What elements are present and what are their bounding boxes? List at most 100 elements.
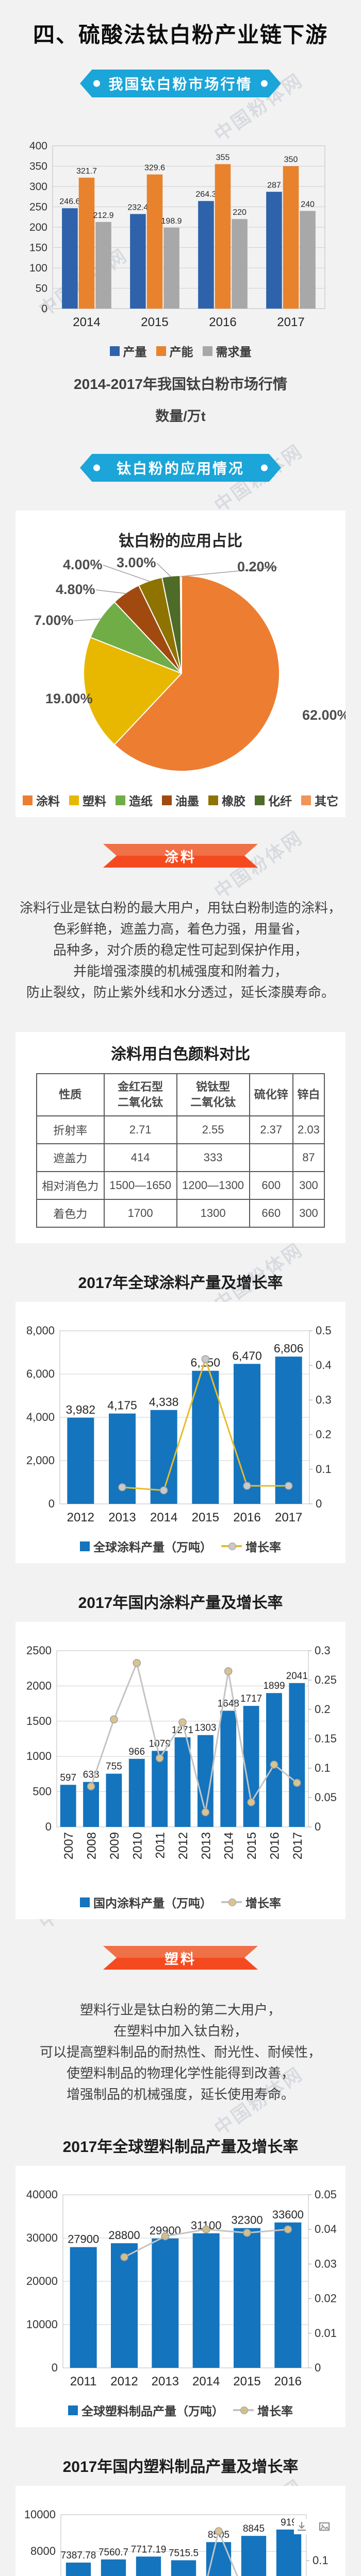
svg-text:2014: 2014 [192,2375,220,2388]
svg-text:1899: 1899 [263,1681,285,1691]
svg-text:0.2: 0.2 [315,1703,331,1716]
application-pie-title: 钛白粉的应用占比 [119,533,242,550]
legend-label: 全球塑料制品产量（万吨） [81,2404,224,2418]
application-pie-card: 钛白粉的应用占比 62.00% 19.00% 7.00% 4.80% 4.00% 3.00… [15,511,350,817]
svg-text:2016: 2016 [209,315,236,329]
svg-text:321.7: 321.7 [76,167,97,176]
banner-market: 我国钛白粉市场行情 [80,70,281,97]
global-plastic-title: 2017年全球塑料制品产量及增长率 [62,2139,299,2156]
legend-swatch-icon [116,795,125,805]
svg-text:2013: 2013 [199,1832,213,1859]
table-header-cell: 性质 [36,1073,105,1116]
svg-text:2014: 2014 [150,1511,177,1524]
chart-legend: 国内涂料产量（万吨） 增长率 [15,1893,346,1911]
text-line: 涂料行业是钛白粉的最大用户，用钛白粉制造的涂料， [19,900,341,916]
svg-text:1717: 1717 [240,1693,262,1704]
legend-swatch-icon [162,795,172,805]
pigment-table-card: 涂料用白色颜料对比 性质 金红石型 二氧化钛 锐钛型 二氧化钛 硫化锌 锌白 折射率 2.71 2… [15,1032,346,1243]
svg-text:2000: 2000 [26,1679,52,1692]
download-icon[interactable] [294,2519,309,2534]
legend-item: 橡胶 [208,791,245,809]
svg-text:597: 597 [60,1772,76,1783]
svg-text:10000: 10000 [26,2318,58,2331]
page-title: 四、硫酸法钛白粉产业链下游 [32,23,328,47]
legend-item: 造纸 [116,791,153,809]
table-header-cell: 金红石型 二氧化钛 [103,1073,177,1116]
text-line: 在塑料中加入钛白粉， [113,2023,248,2039]
svg-text:19.00%: 19.00% [45,691,93,706]
legend-swatch-icon [80,1897,90,1907]
legend-label: 产量 [123,345,147,359]
svg-text:2016: 2016 [233,1511,260,1524]
legend-swatch-icon [301,795,311,805]
svg-text:329.6: 329.6 [144,164,165,173]
svg-text:3,982: 3,982 [66,1403,96,1416]
text-line: 可以提高塑料制品的耐热性、耐光性、耐候性， [39,2044,321,2060]
legend-item: 国内涂料产量（万吨） [80,1893,212,1911]
svg-text:0.1: 0.1 [313,2554,329,2567]
table-row: 相对消色力 1500—1650 1200—1300 600 300 [36,1171,325,1200]
chart-widget-toolbar [294,2519,332,2534]
svg-text:30000: 30000 [26,2231,58,2244]
svg-text:6,470: 6,470 [232,1349,262,1362]
svg-text:2012: 2012 [67,1511,94,1524]
svg-text:4.80%: 4.80% [56,582,95,597]
export-image-icon[interactable] [317,2519,332,2534]
svg-text:0.15: 0.15 [315,1732,337,1745]
svg-text:0: 0 [315,2361,321,2374]
svg-text:287: 287 [267,181,281,190]
svg-text:0.5: 0.5 [316,1324,332,1337]
chart-legend: 全球涂料产量（万吨） 增长率 [15,1537,346,1555]
svg-text:198.9: 198.9 [161,217,182,226]
market-chart-caption: 2014-2017年我国钛白粉市场行情 [74,376,287,392]
svg-text:1648: 1648 [218,1699,239,1709]
svg-text:200: 200 [29,222,47,233]
svg-text:755: 755 [106,1761,122,1772]
svg-text:0: 0 [45,1820,52,1833]
svg-text:4.00%: 4.00% [63,557,103,572]
svg-text:2008: 2008 [85,1832,99,1859]
svg-text:2011: 2011 [70,2375,97,2388]
svg-text:0.3: 0.3 [316,1393,332,1406]
chart-legend: 产量 产能 需求量 [0,342,361,360]
global-plastic-card: 0 10000 20000 30000 40000 0 0.01 0.02 0.03 0.04 0.… [15,2166,346,2427]
svg-text:0: 0 [48,1497,55,1510]
legend-item: 涂料 [23,791,60,809]
svg-text:0.4: 0.4 [316,1359,332,1371]
svg-text:0.05: 0.05 [315,1791,337,1804]
pigment-table-title: 涂料用白色颜料对比 [111,1046,250,1063]
banner-dot-icon [261,464,268,471]
svg-text:1000: 1000 [26,1750,52,1762]
svg-text:7515.5: 7515.5 [169,2548,199,2558]
text-line: 色彩鲜艳，遮盖力高，着色力强，用量省， [53,921,308,937]
legend-label: 增长率 [245,1540,281,1554]
table-cell: 414 [103,1143,177,1172]
domestic-coating-card: 0 500 1000 1500 2000 2500 0 0.05 0.1 0.15 0.2 0.25 0… [15,1622,346,1919]
svg-text:33600: 33600 [272,2208,304,2221]
table-cell: 2.37 [249,1115,293,1144]
legend-line-icon [221,1543,242,1550]
application-pie-chart: 62.00% 19.00% 7.00% 4.80% 4.00% 3.00% 0.20% 涂料 塑… [15,554,350,809]
svg-text:3.00%: 3.00% [117,555,156,570]
svg-text:0.1: 0.1 [316,1463,332,1476]
svg-text:8845: 8845 [243,2523,265,2534]
text-line: 使塑料制品的物理化学性能得到改善， [66,2065,294,2081]
svg-text:966: 966 [128,1747,145,1757]
text-line: 品种多，对介质的稳定性可起到保护作用， [53,942,308,958]
legend-swatch-icon [208,795,218,805]
svg-text:62.00%: 62.00% [302,707,346,723]
svg-text:2011: 2011 [154,1832,168,1859]
table-cell: 1500—1650 [103,1171,177,1200]
svg-text:250: 250 [29,201,47,213]
chart-legend: 全球塑料制品产量（万吨） 增长率 [15,2401,346,2419]
svg-text:7717.19: 7717.19 [131,2544,167,2555]
svg-text:40000: 40000 [26,2188,58,2201]
svg-text:2013: 2013 [108,1511,136,1524]
svg-text:1271: 1271 [172,1725,193,1736]
banner-dot-icon [261,80,268,87]
legend-label: 化纤 [268,794,292,808]
svg-text:0.02: 0.02 [315,2292,337,2305]
legend-item: 产能 [156,342,193,360]
svg-text:0.04: 0.04 [315,2223,337,2235]
table-cell: 折射率 [36,1115,105,1144]
